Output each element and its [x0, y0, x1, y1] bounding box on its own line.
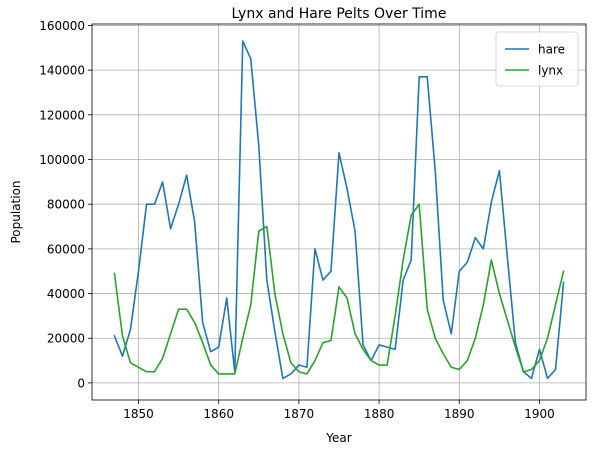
series-line-lynx	[113, 203, 565, 375]
y-tick-label: 120000	[39, 108, 85, 122]
y-axis-label: Population	[9, 180, 23, 243]
legend-box	[495, 31, 579, 87]
y-tick-label: 160000	[39, 19, 85, 33]
axis-ticks: 1850 1860 1870 1880 1890 1900 0 20000 40000 60000…	[39, 19, 555, 421]
y-tick-label: 60000	[47, 242, 85, 256]
x-tick-label: 1890	[444, 407, 475, 421]
legend-label-hare: hare	[538, 43, 565, 57]
x-tick-label: 1900	[524, 407, 555, 421]
legend-label-lynx: lynx	[538, 64, 563, 78]
legend: hare lynx	[495, 31, 579, 87]
x-tick-label: 1880	[364, 407, 395, 421]
y-tick-label: 140000	[39, 64, 85, 78]
plot-frame	[91, 23, 587, 401]
x-tick-label: 1860	[203, 407, 234, 421]
series-lines	[113, 40, 565, 380]
y-tick-label: 40000	[47, 287, 85, 301]
x-axis-label: Year	[325, 431, 351, 445]
x-tick-label: 1850	[123, 407, 154, 421]
y-tick-label: 20000	[47, 332, 85, 346]
grid	[92, 24, 586, 400]
y-tick-label: 0	[77, 376, 85, 390]
y-tick-label: 80000	[47, 198, 85, 212]
y-tick-label: 100000	[39, 153, 85, 167]
x-tick-label: 1870	[284, 407, 315, 421]
series-line-hare	[113, 40, 565, 380]
chart-title: Lynx and Hare Pelts Over Time	[232, 6, 447, 22]
